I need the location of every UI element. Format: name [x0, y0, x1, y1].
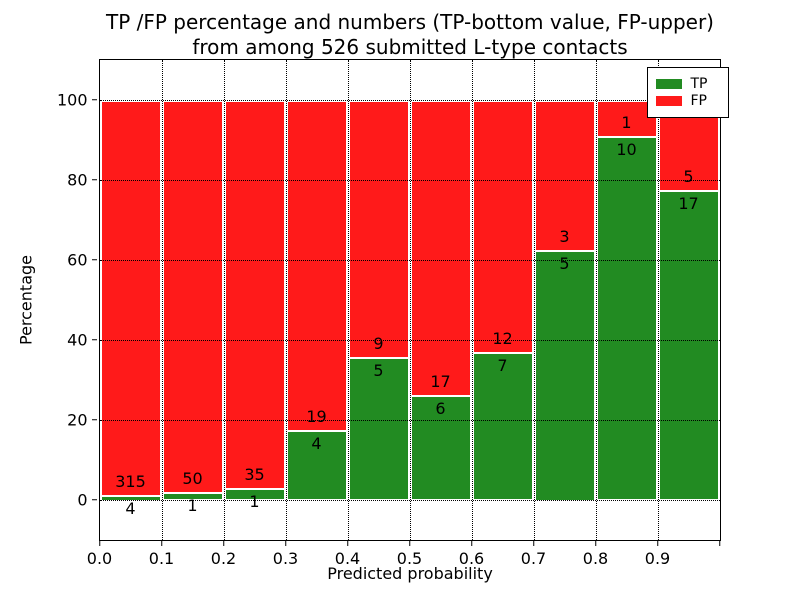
bar-tp-3	[285, 429, 348, 500]
fp-count-label-1: 50	[182, 468, 203, 488]
y-tick-label-0: 0	[77, 490, 88, 509]
y-tick-60	[91, 258, 97, 261]
grid-line-x-6	[471, 59, 473, 540]
fp-count-label-2: 35	[244, 465, 265, 485]
bar-fp-2	[223, 99, 286, 489]
chart-title: TP /FP percentage and numbers (TP-bottom…	[100, 10, 720, 60]
x-tick-1	[160, 540, 163, 546]
y-tick-label-60: 60	[67, 250, 88, 269]
grid-line-x-7	[533, 59, 535, 540]
tp-count-label-5: 6	[435, 399, 446, 419]
bar-tp-2	[223, 488, 286, 500]
x-tick-6	[470, 540, 473, 546]
tp-count-label-0: 4	[125, 498, 136, 518]
bar-tp-8	[595, 135, 658, 500]
bar-fp-3	[285, 99, 348, 430]
y-tick-label-20: 20	[67, 410, 88, 429]
tp-count-label-2: 1	[249, 492, 260, 512]
y-tick-label-100: 100	[56, 90, 88, 109]
bar-tp-9	[657, 190, 720, 500]
x-tick-label-0.5: 0.5	[396, 548, 423, 568]
grid-line-x-8	[595, 59, 597, 540]
x-tick-label-0.0: 0.0	[86, 548, 113, 568]
fp-count-label-4: 9	[373, 333, 384, 353]
fp-count-label-3: 19	[306, 406, 327, 426]
y-tick-0	[91, 498, 97, 501]
x-tick-0	[98, 540, 101, 546]
y-tick-100	[91, 98, 97, 101]
x-tick-label-0.1: 0.1	[148, 548, 175, 568]
x-tick-10	[718, 540, 721, 546]
bar-tp-5	[409, 395, 472, 500]
tp-count-label-4: 5	[373, 360, 384, 380]
x-tick-5	[408, 540, 411, 546]
bar-fp-1	[161, 99, 224, 492]
fp-legend-swatch-icon	[655, 95, 682, 106]
legend-row-fp: FP	[655, 92, 720, 109]
bar-tp-1	[161, 491, 224, 500]
legend-row-tp: TP	[655, 75, 720, 92]
fp-count-label-9: 5	[683, 167, 694, 187]
x-tick-label-0.8: 0.8	[582, 548, 609, 568]
bar-fp-7	[533, 99, 596, 250]
y-tick-20	[91, 418, 97, 421]
bar-fp-0	[99, 99, 162, 495]
grid-line-x-3	[285, 59, 287, 540]
y-tick-label-40: 40	[67, 330, 88, 349]
bar-tp-0	[99, 494, 162, 500]
chart-title-line1: TP /FP percentage and numbers (TP-bottom…	[106, 10, 714, 34]
tp-count-label-7: 5	[559, 253, 570, 273]
grid-line-x-2	[223, 59, 225, 540]
x-tick-7	[532, 540, 535, 546]
grid-line-x-1	[161, 59, 163, 540]
bar-tp-4	[347, 356, 410, 500]
grid-line-x-5	[409, 59, 411, 540]
bar-fp-5	[409, 99, 472, 396]
bar-fp-8	[595, 99, 658, 136]
x-tick-9	[656, 540, 659, 546]
fp-count-label-8: 1	[621, 112, 632, 132]
fp-count-label-7: 3	[559, 226, 570, 246]
x-tick-8	[594, 540, 597, 546]
x-tick-3	[284, 540, 287, 546]
y-tick-40	[91, 338, 97, 341]
tp-count-label-6: 7	[497, 356, 508, 376]
x-tick-label-0.4: 0.4	[334, 548, 361, 568]
legend-label-fp: FP	[690, 92, 708, 109]
x-tick-label-0.3: 0.3	[272, 548, 299, 568]
x-axis-label: Predicted probability	[327, 564, 493, 583]
tp-count-label-9: 17	[678, 194, 699, 214]
fp-count-label-5: 17	[430, 372, 451, 392]
bar-fp-6	[471, 99, 534, 353]
y-tick-80	[91, 178, 97, 181]
x-tick-label-0.9: 0.9	[644, 548, 671, 568]
x-tick-label-0.7: 0.7	[520, 548, 547, 568]
grid-line-x-9	[657, 59, 659, 540]
y-tick-label-80: 80	[67, 170, 88, 189]
x-tick-4	[346, 540, 349, 546]
fp-count-label-0: 315	[115, 471, 146, 491]
x-tick-label-0.6: 0.6	[458, 548, 485, 568]
legend-label-tp: TP	[690, 75, 708, 92]
bar-fp-4	[347, 99, 410, 357]
legend: TP FP	[646, 66, 729, 118]
tp-legend-swatch-icon	[655, 78, 682, 89]
x-tick-label-0.2: 0.2	[210, 548, 237, 568]
tp-count-label-8: 10	[616, 139, 637, 159]
bar-tp-6	[471, 352, 534, 500]
tp-count-label-3: 4	[311, 433, 322, 453]
grid-line-x-4	[347, 59, 349, 540]
bar-tp-7	[533, 249, 596, 500]
x-tick-2	[222, 540, 225, 546]
chart-title-line2: from among 526 submitted L-type contacts	[192, 35, 628, 59]
plot-area: 0.0 0.1 0.2 0.3 0.4 0.5 0.6 0.7 0.8 0.9 0 20 40 60 80 1…	[57, 58, 729, 568]
fp-count-label-6: 12	[492, 329, 513, 349]
tp-count-label-1: 1	[187, 495, 198, 515]
